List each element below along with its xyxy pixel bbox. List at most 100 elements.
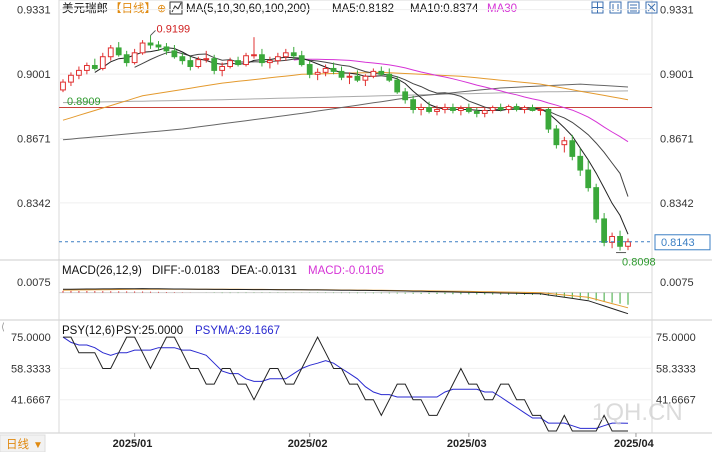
candle (489, 107, 496, 111)
ma5-value: MA5:0.8182 (332, 3, 394, 15)
y-tick-left: 0.8671 (17, 134, 51, 146)
candle (513, 106, 520, 110)
candle (243, 55, 249, 66)
macd-diff: DIFF:-0.0183 (152, 265, 220, 277)
candle (561, 140, 568, 146)
x-label: 2025/03 (447, 438, 487, 450)
candle (497, 107, 504, 110)
candle (330, 67, 337, 72)
psy-tick-right: 75.0000 (656, 332, 696, 344)
grid-icon[interactable] (591, 1, 604, 14)
candle (394, 79, 401, 93)
candle (306, 64, 313, 75)
candle (362, 75, 369, 81)
candle (123, 54, 130, 64)
diff-line (63, 288, 629, 315)
ma200-line (62, 90, 629, 104)
candle (211, 58, 218, 71)
candle (458, 108, 464, 111)
candle (529, 107, 536, 111)
low-price-label: 0.8909 (67, 96, 101, 108)
y-tick-left: 0.9001 (17, 69, 51, 81)
psy-line (63, 335, 628, 432)
candle (99, 56, 106, 69)
symbol-name: 美元瑞郎 (62, 1, 108, 15)
candle (434, 108, 440, 112)
psy-title: PSY(12,6) (62, 325, 115, 337)
candle (219, 65, 226, 71)
psy-tick-left: 58.3333 (11, 363, 51, 375)
candle (179, 56, 186, 62)
candle (465, 108, 472, 112)
psy-tick-right: 58.3333 (656, 363, 696, 375)
candle (235, 60, 241, 66)
x-label: 2025/02 (288, 438, 328, 450)
settings-icon[interactable]: ⊕ (157, 3, 166, 15)
candle (505, 106, 512, 110)
candle (155, 44, 162, 48)
candle (163, 46, 170, 52)
candle (322, 67, 329, 73)
chevron-down-icon[interactable]: ▼ (33, 440, 43, 451)
candle (76, 69, 82, 76)
candle (410, 99, 417, 110)
macd-tick-right: 0.0075 (660, 277, 694, 289)
ma30-line (293, 58, 629, 143)
candle (354, 75, 361, 81)
psyma-value: PSYMA:29.1667 (195, 325, 280, 337)
candle (521, 107, 528, 110)
candle (290, 52, 297, 57)
candles-icon[interactable] (609, 1, 622, 14)
candle (274, 56, 281, 62)
menu-icon[interactable] (627, 1, 640, 14)
candle (267, 60, 273, 64)
y-tick-right: 0.8671 (660, 134, 694, 146)
candle (282, 52, 289, 58)
collapse-icon[interactable]: ⟨ (1, 322, 5, 333)
ma100-line (62, 83, 629, 141)
candle (481, 109, 488, 114)
candle (601, 218, 608, 243)
x-label: 2025/01 (113, 438, 153, 450)
candle (187, 60, 194, 67)
period-label[interactable]: 【日线】 (110, 1, 156, 15)
macd-dea: DEA:-0.0131 (231, 265, 297, 277)
candle (115, 47, 122, 56)
candle (593, 187, 600, 220)
last-low-label: 0.8098 (622, 257, 656, 269)
candle (147, 42, 154, 46)
main-panel (58, 0, 653, 261)
candle (251, 54, 257, 57)
candle (609, 236, 615, 243)
candle (473, 110, 480, 114)
candle (338, 70, 345, 78)
candle (402, 91, 409, 101)
candle (346, 75, 353, 78)
psy-tick-left: 41.6667 (11, 395, 51, 407)
candle (386, 73, 393, 81)
candle (227, 60, 234, 67)
candle (418, 107, 424, 110)
candle (195, 59, 202, 67)
period-button[interactable] (0, 434, 46, 452)
candle (545, 108, 552, 130)
candle (203, 58, 210, 61)
candle (625, 241, 631, 247)
period-button-label[interactable]: 日线 (6, 437, 29, 451)
macd-title: MACD(26,12,9) (62, 265, 142, 277)
candle (91, 65, 98, 69)
candle (131, 52, 138, 64)
current-price: 0.8143 (661, 237, 695, 249)
ma-params: MA(5,10,30,60,100,200) (186, 3, 310, 15)
macd-tick-left: 0.0075 (17, 277, 51, 289)
candle (139, 42, 146, 54)
candle (569, 140, 576, 157)
psy-tick-right: 41.6667 (656, 395, 696, 407)
candle (68, 74, 74, 83)
indicator-toggle-icon[interactable] (169, 1, 183, 15)
dea-line (62, 288, 629, 309)
candle (171, 50, 178, 58)
x-label: 2025/04 (614, 438, 655, 450)
ma5-line (94, 47, 629, 235)
candle (83, 65, 90, 71)
